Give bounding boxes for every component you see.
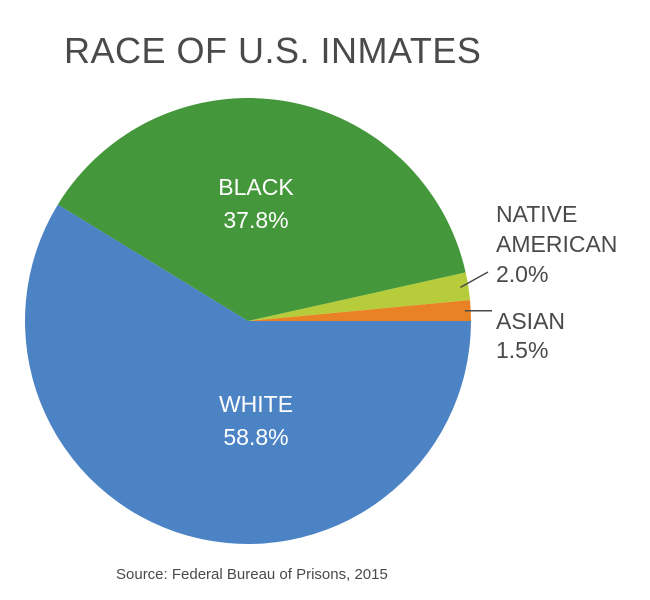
slice-value-white: 58.8% bbox=[223, 424, 288, 450]
slice-value-native-american: 2.0% bbox=[496, 261, 548, 287]
slice-label-black: BLACK bbox=[218, 174, 294, 200]
pie-slice-white bbox=[25, 204, 471, 545]
slice-label-native-line-1: NATIVE bbox=[496, 201, 577, 227]
leader-line-native-american bbox=[460, 271, 489, 289]
chart-title: RACE OF U.S. INMATES bbox=[64, 30, 482, 71]
slice-label-asian: ASIAN bbox=[496, 308, 565, 334]
slice-value-black: 37.8% bbox=[223, 207, 288, 233]
pie-slice-black bbox=[57, 98, 466, 321]
pie-slice-native-american bbox=[248, 272, 471, 321]
pie-slice-asian bbox=[248, 300, 471, 321]
slice-label-white: WHITE bbox=[219, 391, 293, 417]
slice-label-native-line-2: AMERICAN bbox=[496, 231, 617, 257]
chart-source: Source: Federal Bureau of Prisons, 2015 bbox=[116, 566, 388, 583]
slice-value-asian: 1.5% bbox=[496, 337, 548, 363]
